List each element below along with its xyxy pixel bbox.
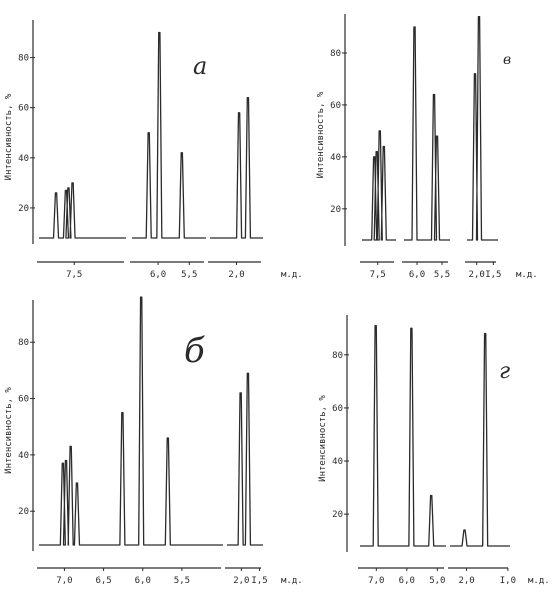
x-tick-label: 2,0	[469, 270, 485, 280]
y-axis-label: Интенсивность, %	[4, 93, 14, 180]
y-tick-label: 80	[18, 54, 29, 64]
panel-label: в	[503, 52, 511, 68]
x-tick-label: 2,0	[233, 576, 249, 586]
x-tick-label: 5,5	[434, 270, 450, 280]
x-tick-label: 5,0	[429, 576, 445, 586]
y-tick-label: 60	[18, 395, 29, 405]
x-tick-label: 7,0	[56, 576, 72, 586]
x-tick-label: 7,5	[370, 270, 386, 280]
y-tick-label: 40	[18, 451, 29, 461]
chart-panel-4: 20 40 60 80 Интенсивность, % 7,0 6,0 5,0 2,0 I,0 м…	[318, 315, 550, 586]
x-tick-label: 6,0	[399, 576, 415, 586]
y-tick-label: 60	[332, 404, 343, 414]
spectrum-trace-segment	[450, 332, 510, 547]
y-tick-label: 80	[332, 351, 343, 361]
spectrum-trace-segment	[227, 372, 263, 546]
x-tick-label: 6,0	[135, 576, 151, 586]
x-tick-label: I,0	[500, 576, 516, 586]
chart-panel-3: 20 40 60 80 Интенсивность, % 7,0 6,5 6,0 5,5 2,0 I…	[4, 296, 303, 586]
x-axis-label: м.д.	[528, 576, 550, 586]
x-axis-label: м.д.	[281, 270, 303, 280]
panel-label: а	[193, 52, 207, 80]
x-axis-label: м.д.	[281, 576, 303, 586]
panel-label: б	[184, 331, 205, 371]
y-tick-label: 40	[330, 153, 341, 163]
y-tick-label: 20	[18, 204, 29, 214]
x-axis-label: м.д.	[516, 270, 538, 280]
x-tick-label: I,5	[485, 270, 501, 280]
y-tick-label: 60	[18, 104, 29, 114]
x-tick-label: 7,5	[66, 270, 82, 280]
spectrum-trace-segment	[39, 182, 126, 239]
chart-panel-2: 20 40 60 80 Интенсивность, % 7,5 6,0 5,5 2,0 I,5 м…	[316, 14, 538, 280]
x-tick-label: I,5	[251, 576, 267, 586]
y-axis-label: Интенсивность, %	[318, 395, 328, 482]
y-tick-label: 20	[332, 510, 343, 520]
y-tick-label: 60	[330, 101, 341, 111]
spectrum-trace-segment	[362, 130, 396, 241]
x-tick-label: 6,0	[409, 270, 425, 280]
x-tick-label: 7,0	[368, 576, 384, 586]
chart-panel-1: 20 40 60 80 Интенсивность, % 7,5 6,0 5,5 2,0 м.д.…	[4, 20, 303, 280]
x-tick-label: 2,0	[228, 270, 244, 280]
x-tick-label: 2,0	[458, 576, 474, 586]
spectrum-trace-segment	[360, 324, 446, 547]
x-tick-label: 5,5	[181, 270, 197, 280]
y-tick-label: 80	[18, 338, 29, 348]
panel-label: г	[499, 359, 510, 384]
x-tick-label: 6,5	[95, 576, 111, 586]
y-axis-label: Интенсивность, %	[4, 387, 14, 474]
y-tick-label: 40	[18, 154, 29, 164]
y-tick-label: 80	[330, 49, 341, 59]
y-tick-label: 20	[18, 507, 29, 517]
spectrum-trace-segment	[404, 26, 450, 241]
spectrum-trace-segment	[210, 97, 263, 239]
spectrum-trace-segment	[467, 15, 498, 241]
x-tick-label: 5,5	[174, 576, 190, 586]
x-tick-label: 6,0	[150, 270, 166, 280]
y-tick-label: 20	[330, 205, 341, 215]
y-tick-label: 40	[332, 457, 343, 467]
spectrum-trace-segment	[132, 31, 206, 239]
spectrum-trace-segment	[39, 296, 223, 546]
y-axis-label: Интенсивность, %	[316, 91, 326, 178]
